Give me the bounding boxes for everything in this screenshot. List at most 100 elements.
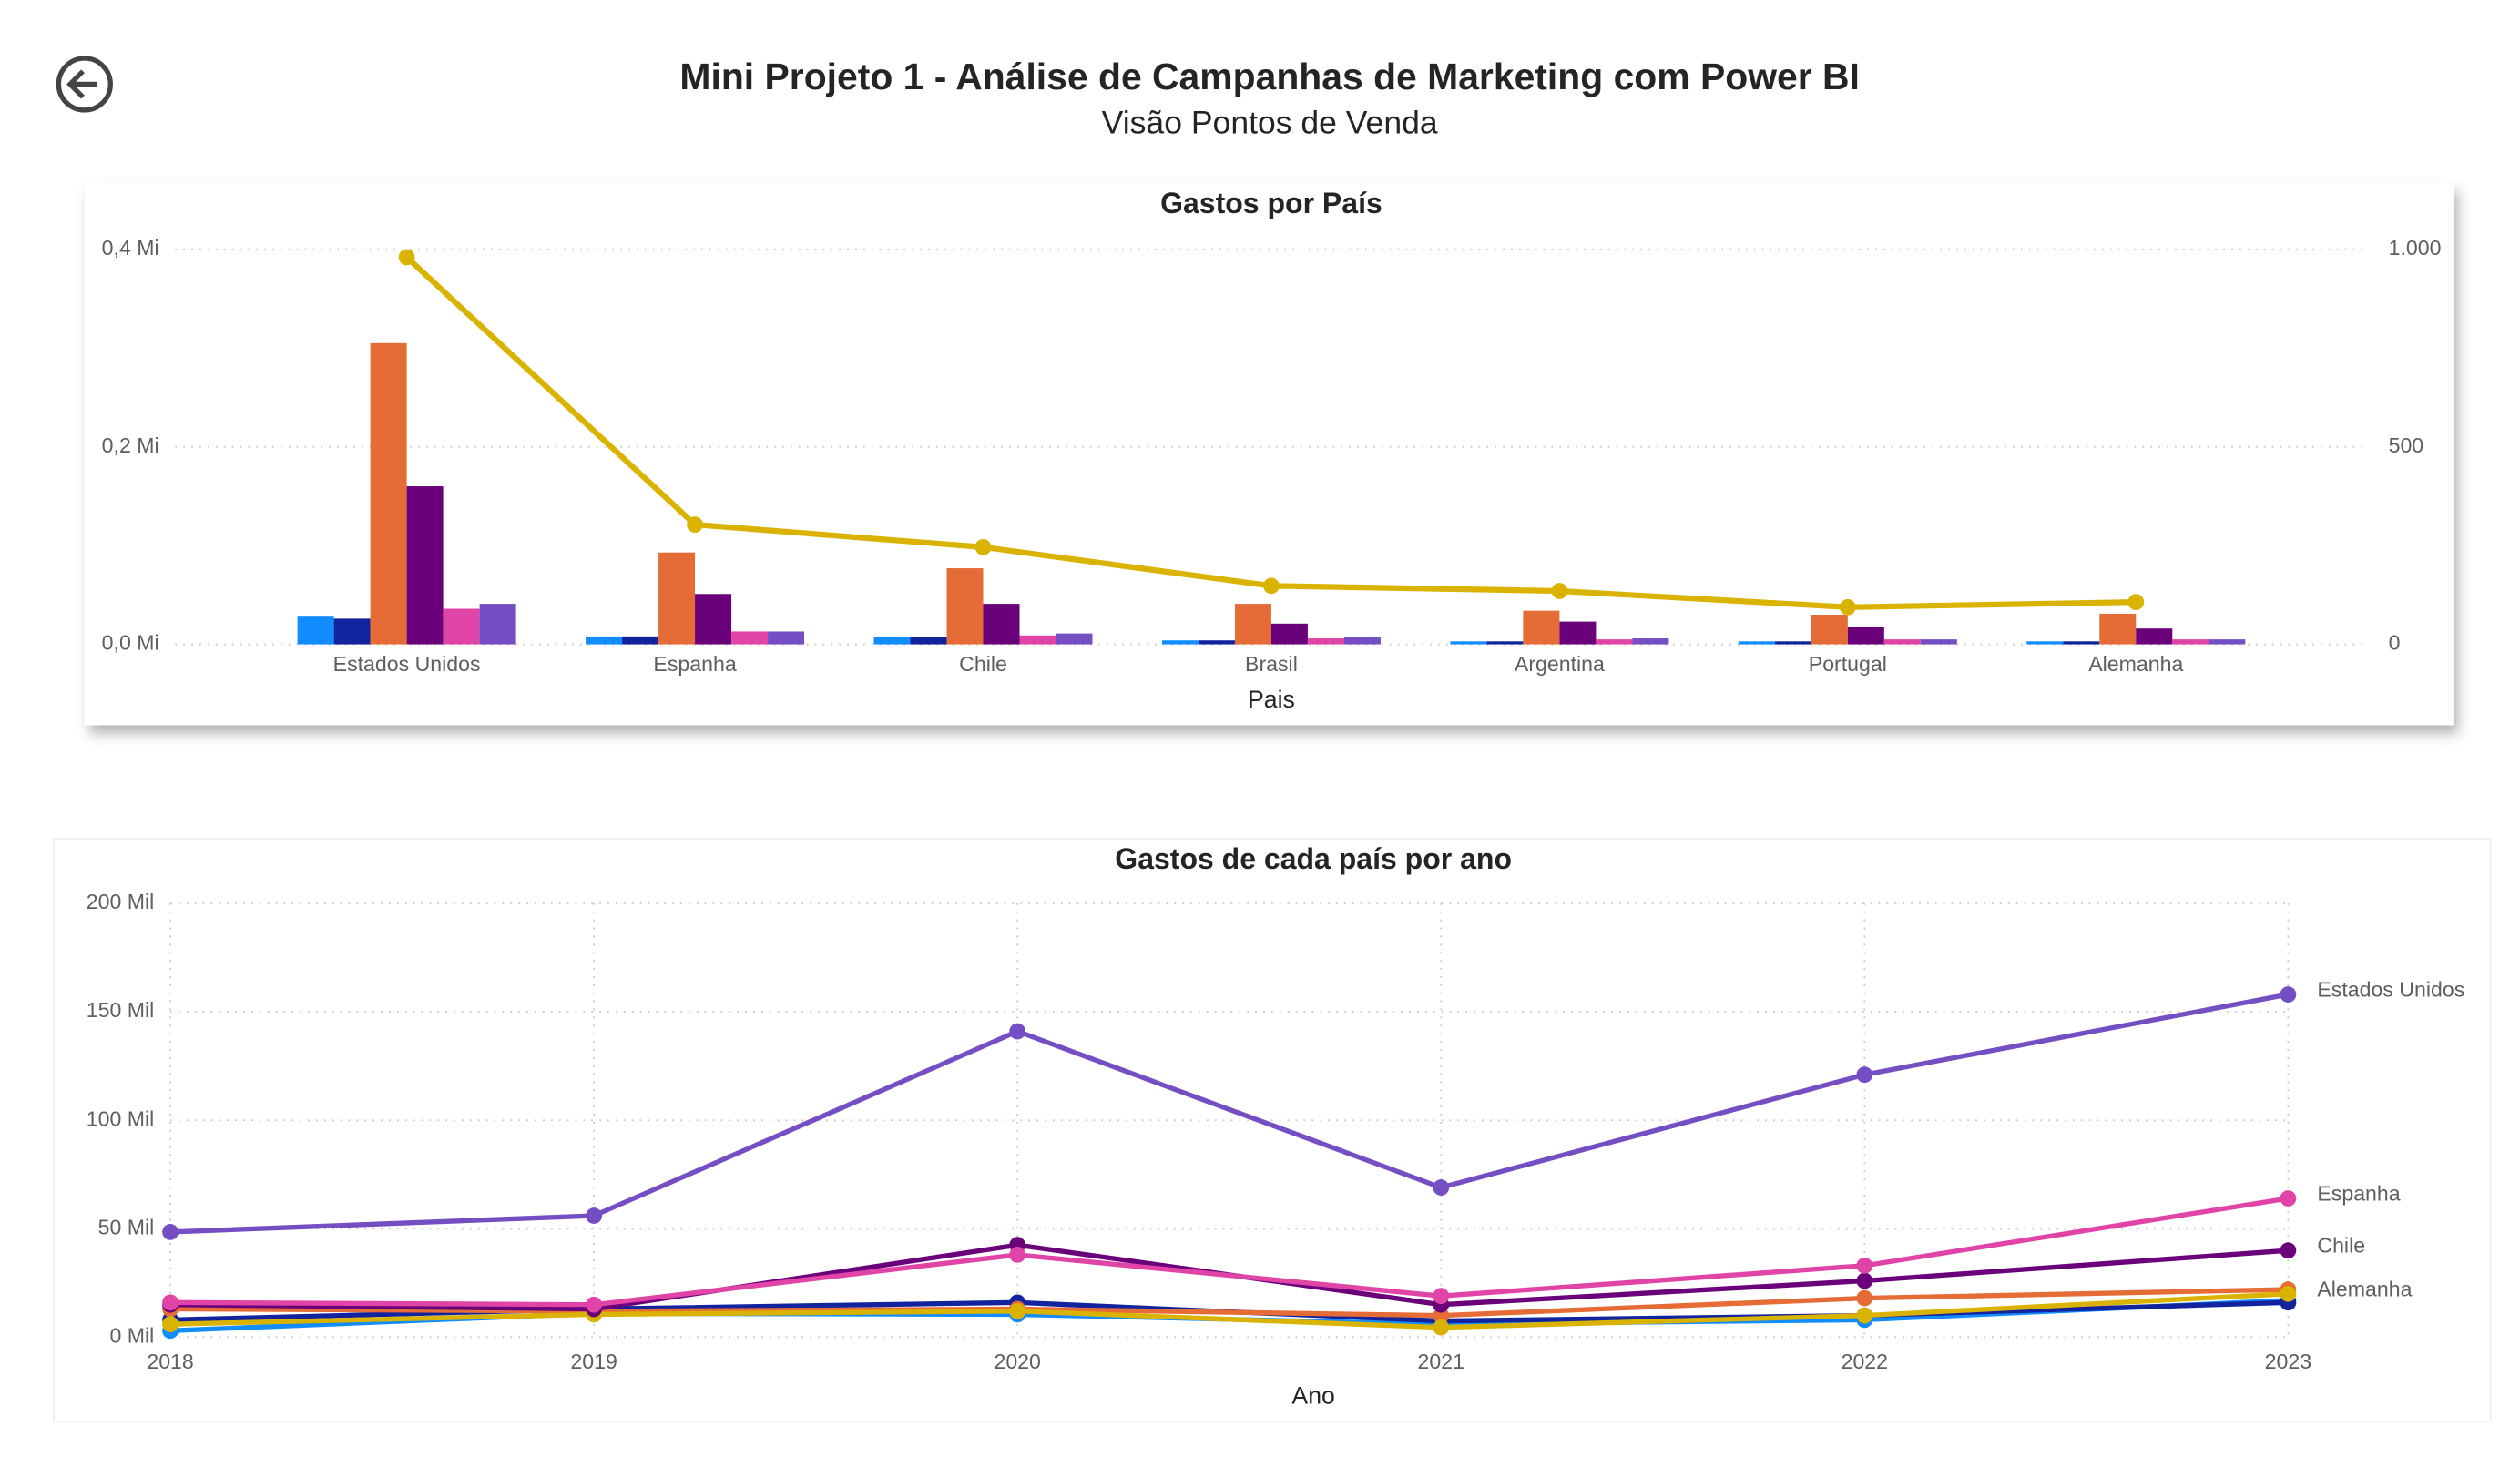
bar [2172,639,2209,645]
x-tick-label: Estados Unidos [333,652,481,676]
point [1856,1307,1873,1324]
point [2280,1190,2297,1207]
point [1839,598,1856,616]
point [162,1316,179,1333]
y2-tick-label: 500 [2389,433,2424,457]
bar [1523,610,1560,645]
bar [1559,621,1597,645]
point [1009,1023,1026,1040]
y-tick-label: 0,2 Mi [102,433,159,457]
point [1856,1066,1873,1084]
point [162,1294,179,1311]
point [1551,583,1568,599]
bar [658,552,696,645]
point [1009,1302,1026,1319]
line [170,1287,2289,1319]
bar [1632,638,1669,645]
x-axis-title: Ano [1291,1381,1334,1409]
y2-tick-label: 0 [2389,631,2401,655]
bar [370,342,407,645]
bar [1811,615,1848,645]
series-label: Espanha [2317,1182,2400,1206]
point [586,1296,603,1313]
point [1263,577,1280,595]
bar [1920,639,1957,645]
bar [2063,641,2100,645]
point [1856,1257,1873,1274]
point [1433,1288,1450,1305]
bar [479,604,516,645]
bar [1234,604,1271,645]
point [974,538,992,555]
series-label: Alemanha [2317,1277,2412,1300]
bar [768,631,805,645]
bar [2099,613,2137,645]
line [170,1196,2289,1308]
back-button[interactable] [56,56,113,113]
point [687,516,703,534]
bar [443,608,480,645]
bar [873,637,911,645]
x-tick-label: 2019 [570,1350,617,1373]
y-tick-label: 0,4 Mi [102,236,159,260]
bar [1450,641,1487,645]
x-tick-label: Brasil [1245,652,1298,676]
x-tick-label: 2021 [1418,1350,1464,1373]
x-tick-label: Chile [959,652,1007,676]
bar [1161,640,1199,645]
bar [406,486,444,645]
x-tick-label: Portugal [1809,652,1887,676]
point [2280,986,2297,1003]
bar [695,594,732,645]
point [1433,1319,1450,1336]
bar [946,568,984,645]
bar [1343,637,1381,645]
bar [2209,639,2246,645]
bar [910,637,947,645]
bar [1774,641,1811,645]
bar [1270,623,1308,645]
x-tick-label: 2018 [147,1350,193,1373]
y2-tick-label: 1.000 [2389,236,2442,260]
page-subtitle: Visão Pontos de Venda [1102,104,1438,140]
bar [333,618,371,645]
bar [1596,639,1633,645]
point [2280,1285,2297,1302]
x-tick-label: Espanha [653,652,736,676]
bar [2026,641,2064,645]
y-tick-label: 0 Mil [109,1324,154,1348]
series-label: Chile [2317,1234,2365,1258]
bar [1738,641,1775,645]
bar [622,636,659,645]
panel [53,838,2492,1422]
bar [1486,641,1524,645]
line [169,1291,2289,1330]
x-axis-title: Pais [1248,686,1295,713]
x-tick-label: Argentina [1515,652,1605,676]
bar [1847,627,1884,645]
x-tick-label: 2023 [2265,1350,2311,1373]
bar [586,636,623,645]
point [1856,1272,1873,1289]
point [1856,1289,1873,1307]
chart-title: Gastos de cada país por ano [1115,842,1512,875]
y-tick-label: 50 Mil [98,1215,155,1238]
bar [1198,640,1235,645]
series-label: Estados Unidos [2317,978,2464,1002]
x-tick-label: 2020 [994,1350,1040,1373]
y-tick-label: 200 Mil [87,890,154,913]
y-tick-label: 0,0 Mi [102,631,159,655]
line [169,992,2289,1235]
point [586,1207,603,1224]
bar [731,631,769,645]
y-tick-label: 150 Mil [87,998,154,1022]
point [2280,1242,2297,1259]
bar [2136,628,2173,645]
point [1009,1247,1026,1263]
bar [1307,638,1344,645]
bar [1019,635,1056,645]
point [1433,1179,1450,1196]
chart-title: Gastos por País [1160,187,1382,219]
